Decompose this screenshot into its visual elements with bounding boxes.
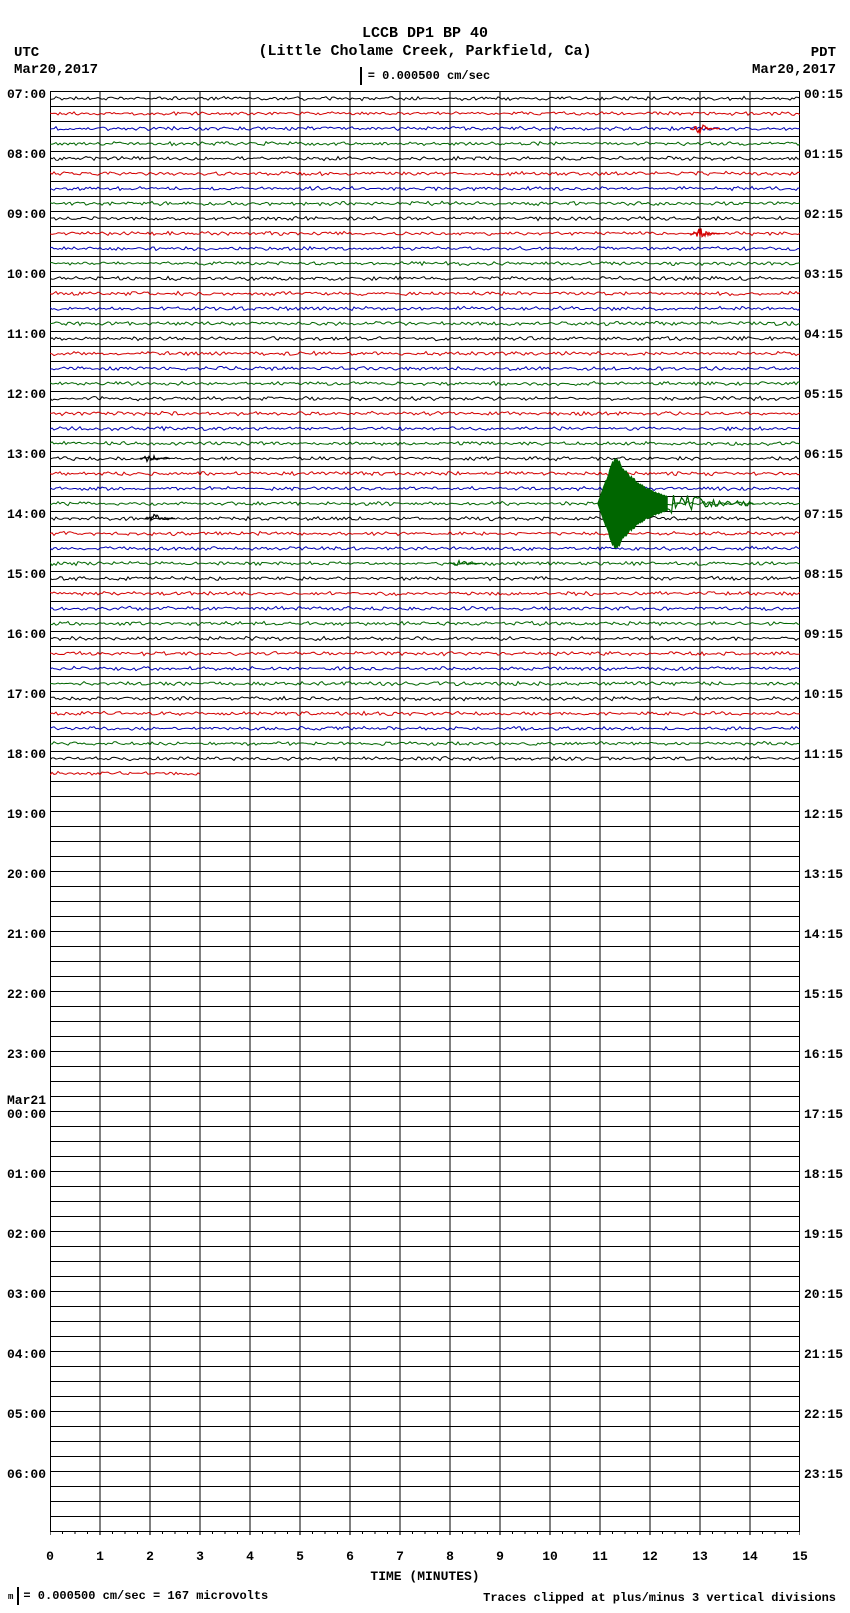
footer-right: Traces clipped at plus/minus 3 vertical … xyxy=(483,1591,836,1605)
x-axis-label: TIME (MINUTES) xyxy=(50,1569,800,1584)
seismogram-plot xyxy=(50,87,800,1535)
x-tick-labels: 0123456789101112131415 xyxy=(50,1535,800,1567)
title-line1: LCCB DP1 BP 40 xyxy=(0,25,850,43)
scale-indicator: = 0.000500 cm/sec xyxy=(0,67,850,85)
tz-right: PDT Mar20,2017 xyxy=(752,45,836,79)
footer-left: m= 0.000500 cm/sec = 167 microvolts xyxy=(8,1587,268,1605)
tz-left: UTC Mar20,2017 xyxy=(14,45,98,79)
title-line2: (Little Cholame Creek, Parkfield, Ca) xyxy=(0,43,850,61)
